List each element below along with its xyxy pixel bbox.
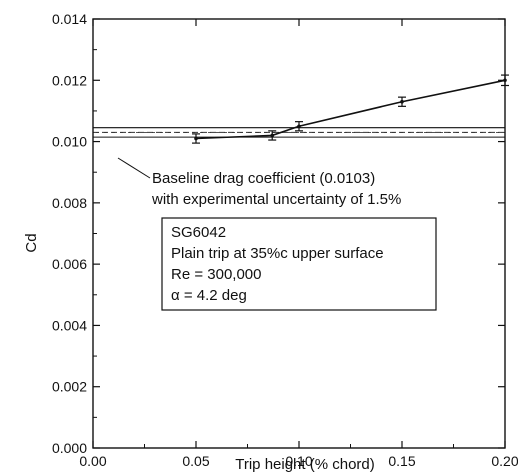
x-tick-label: 0.20 [491, 453, 518, 469]
baseline-annotation-line-2: with experimental uncertainty of 1.5% [151, 191, 401, 208]
y-tick-label: 0.012 [52, 72, 87, 88]
x-tick-label: 0.10 [285, 453, 312, 469]
info-box-airfoil: SG6042 [171, 224, 226, 241]
x-tick-label: 0.00 [79, 453, 106, 469]
info-box-trip: Plain trip at 35%c upper surface [171, 245, 384, 262]
y-tick-label: 0.010 [52, 134, 87, 150]
data-point [194, 136, 198, 141]
x-tick-label: 0.15 [388, 453, 415, 469]
x-axis-title: Trip height (% chord) [235, 456, 375, 473]
info-box-reynolds: Re = 300,000 [171, 266, 262, 283]
data-point [400, 99, 404, 104]
info-box [161, 217, 437, 311]
y-tick-label: 0.004 [52, 317, 87, 333]
x-tick-label: 0.05 [182, 453, 209, 469]
baseline-uncertainty-band [93, 127, 505, 138]
data-point [297, 124, 301, 129]
baseline-leader-line [117, 157, 151, 179]
info-box-alpha: α = 4.2 deg [171, 287, 247, 304]
y-tick-label: 0.002 [52, 379, 87, 395]
data-point [270, 133, 275, 138]
y-tick-label: 0.006 [52, 256, 87, 272]
baseline-annotation-line-1: Baseline drag coefficient (0.0103) [152, 170, 375, 187]
y-tick-label: 0.000 [52, 440, 87, 456]
y-tick-label: 0.008 [52, 195, 87, 211]
y-tick-label: 0.014 [52, 11, 87, 27]
y-axis-title: Cd [23, 233, 40, 252]
